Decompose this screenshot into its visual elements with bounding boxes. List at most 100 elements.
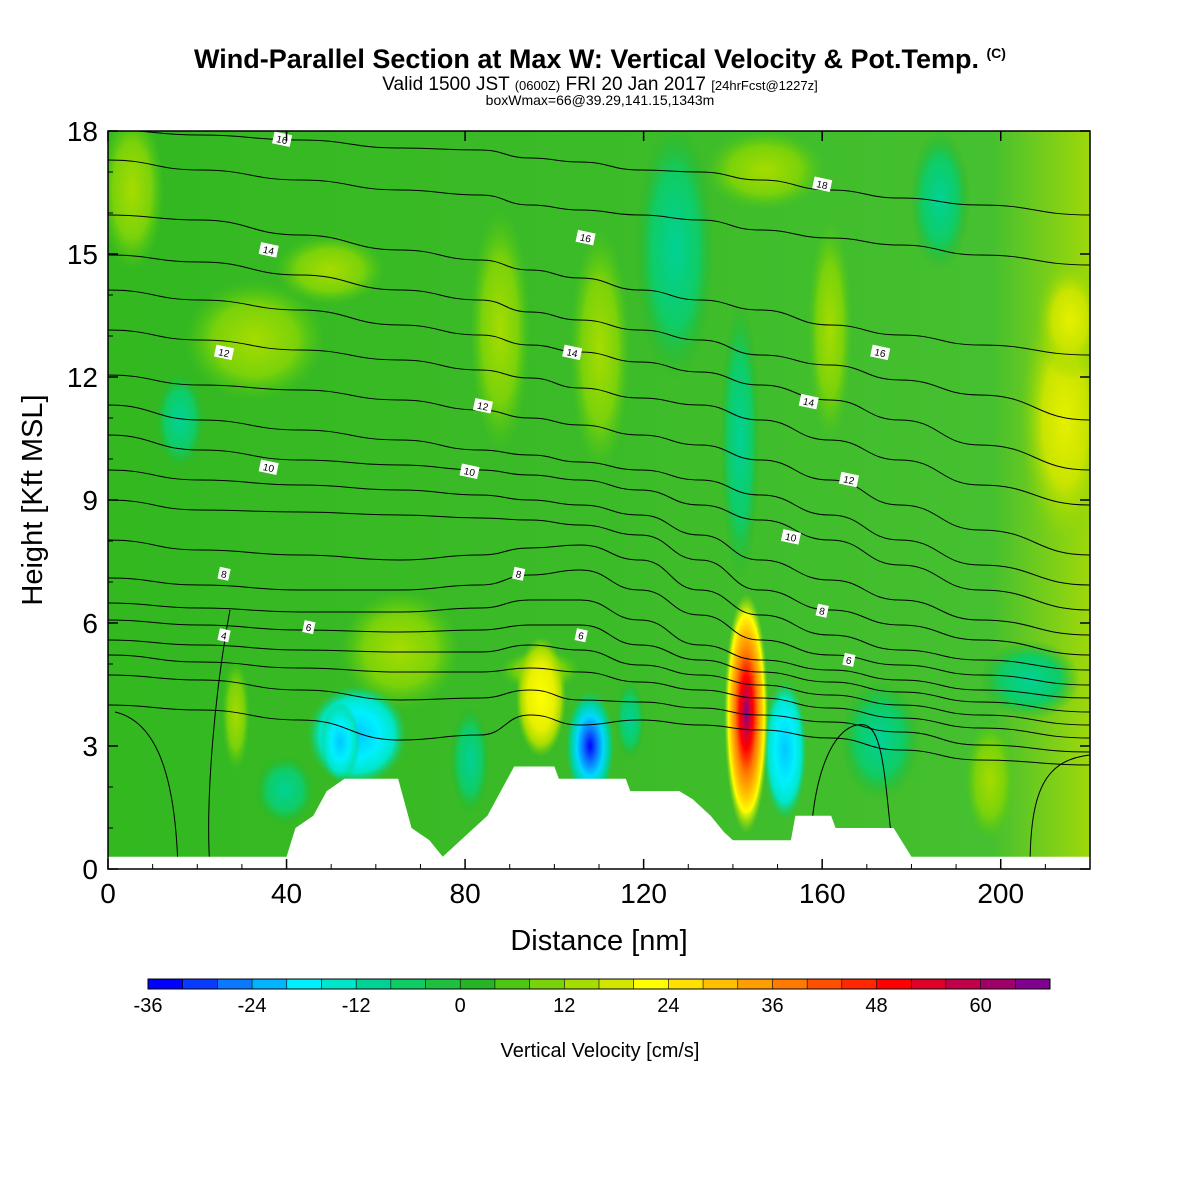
contour-label: 8 [217,566,231,581]
colorbar-swatch [737,979,773,989]
contour-label-text: 8 [818,606,826,618]
contour-label: 12 [472,397,493,414]
contour-label: 16 [575,229,596,246]
x-axis-label: Distance [nm] [510,925,687,957]
contour-label-text: 18 [815,179,829,192]
field-shade [705,131,825,210]
contour-label-bg [302,620,316,635]
colorbar-swatch [564,979,600,989]
y-tick-label: 6 [82,608,98,639]
contour-label-text: 6 [577,631,585,643]
colorbar: -36 -24 -12 0 12 24 36 48 60 Vertical Velocity [c… [134,978,1051,1062]
contour-label-bg [512,566,526,581]
isentrope [1029,754,1090,869]
isentrope [108,674,1090,753]
contour-label-bg [815,603,829,618]
contour-label: 8 [815,603,829,618]
field-shade [275,235,385,305]
plot-area: 4 6 6 6 8 8 8 10 10 10 12 12 12 14 14 14 16 16 16 18 [108,131,1090,869]
field-shade [910,131,970,270]
contour-label: 6 [574,628,588,643]
field-shade [1035,260,1090,380]
contour-label: 12 [214,344,235,361]
colorbar-tick-label: 0 [455,995,466,1017]
isentrope [108,499,1090,656]
colorbar-label: Vertical Velocity [cm/s] [501,1040,700,1062]
contour-label-bg [258,242,279,258]
contour-label: 10 [780,529,801,545]
contour-label-bg [812,176,833,193]
colorbar-swatch [286,979,322,989]
contour-label-text: 16 [873,347,887,360]
contour-label-text: 8 [220,569,228,581]
field-shade [965,720,1015,840]
downdraft [566,691,615,801]
colorbar-swatch [703,979,739,989]
contour-label-text: 10 [784,532,798,545]
updraft-max [724,593,769,834]
y-tick-label: 3 [82,731,98,762]
isentrope [108,214,1090,356]
isentrope [130,131,1090,216]
colorbar-swatch [217,979,253,989]
contour-label: 14 [258,242,279,258]
x-tick-label: 120 [620,878,667,909]
field-shade [808,220,852,440]
x-tick-label: 200 [977,878,1024,909]
colorbar-tick-label: -12 [342,995,371,1017]
colorbar-tick-label: 60 [969,995,991,1017]
colorbar-swatch [356,979,392,989]
isentrope [108,404,1090,586]
contour-label-text: 12 [842,474,856,487]
contour-label-text: 14 [565,347,579,360]
valid-date: FRI 20 Jan 2017 [565,74,706,95]
isentrope [809,724,896,869]
box-info: boxWmax=66@39.29,141.15,1343m [485,92,715,108]
contour-label: 18 [812,176,833,193]
field-shade [222,660,250,770]
colorbar-swatch [390,979,427,989]
contour-label-bg [838,471,860,488]
field-shade [155,370,205,470]
y-tick-label: 9 [82,485,98,516]
contour-label-text: 14 [262,245,276,258]
title-copyright: (C) [986,45,1006,61]
contour-label-bg [842,652,856,667]
terrain [108,766,1090,869]
contour-labels: 4 6 6 6 8 8 8 10 10 10 12 12 12 14 14 14 16 16 16 18 [214,131,891,667]
colorbar-tick-label: 24 [657,995,679,1017]
field-shade [635,131,715,380]
isentrope [108,469,1090,636]
isentrope [108,569,1090,686]
colorbar-swatch [945,979,982,989]
x-tick-label: 0 [100,878,116,909]
downdraft-west [320,701,361,782]
colorbar-swatch [252,979,288,989]
valid-utc: (0600Z) [514,78,561,93]
isentrope [108,159,1090,266]
field-shade [980,640,1080,720]
isentrope [108,254,1090,421]
isentrope [108,539,1090,671]
contour-label: 6 [302,620,316,635]
y-tick-label: 12 [67,362,98,393]
colorbar-swatch [425,979,461,989]
contour-label-text: 6 [305,623,313,635]
contour-label-bg [780,529,801,545]
contour-label: 10 [258,459,279,475]
potential-temperature-contours [108,131,1090,869]
isentrope [108,374,1090,556]
contour-label: 14 [798,393,819,410]
colorbar-tick-label: 48 [865,995,887,1017]
x-tick-label: 160 [799,878,846,909]
contour-label-bg [214,344,235,361]
field-shade [450,705,490,815]
chart-subtitle: Valid 1500 JST (0600Z) FRI 20 Jan 2017 [… [0,74,1200,96]
contour-label-text: 12 [217,347,231,360]
contour-label: 14 [562,344,583,360]
field-shade [255,755,315,825]
axes: 0 40 80 120 160 200 0 3 6 9 12 15 18 Distance [nm] Hei… [17,116,1091,957]
contour-label-text: 4 [220,631,228,643]
contour-label-text: 16 [579,233,593,246]
x-tick-label: 80 [450,878,481,909]
